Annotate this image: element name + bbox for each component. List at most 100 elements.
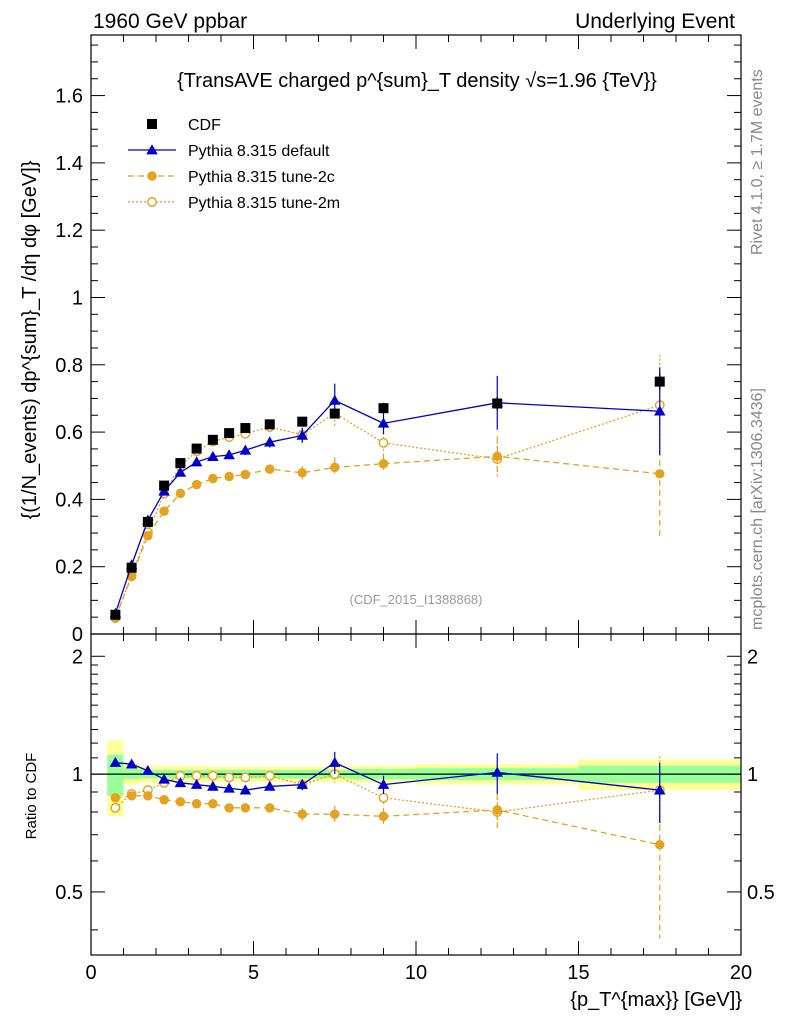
marker-square [329,408,340,419]
marker-circle [265,803,275,813]
marker-circle [159,794,169,805]
series-line [114,399,660,614]
marker-square [378,403,389,414]
marker-open-circle [240,772,251,783]
main-ytick-label: 1 [72,287,83,309]
marker-triangle [158,485,170,496]
marker-circle [175,488,186,499]
marker-triangle [239,444,252,455]
marker-open-circle [224,772,235,783]
ratio-ytick-label-right: 2 [747,646,758,668]
watermark: (CDF_2015_I1388868) [350,592,483,607]
ratio-ytick-label: 1 [72,764,83,786]
legend-label: CDF [188,117,221,134]
series-cdf [110,373,665,620]
marker-circle [224,803,234,813]
marker-circle [126,791,137,801]
legend-label: Pythia 8.315 tune-2m [188,195,340,212]
marker-open-circle [191,770,202,781]
marker-triangle [296,429,308,440]
legend-item-0: CDF [147,117,221,134]
series-line [114,773,660,813]
series-pythia-8-315-default [109,751,666,824]
marker-circle [297,809,307,819]
marker-triangle [239,784,252,795]
marker-triangle [190,456,203,467]
ratio-xlabel: {p_T^{max}} [GeV]} [570,989,742,1011]
marker-square [126,562,137,573]
marker-triangle [223,449,235,460]
marker-square [207,434,218,445]
main-ytick-label: 0 [72,624,83,646]
marker-triangle [190,778,203,789]
marker-triangle [491,766,503,777]
marker-circle [175,796,186,807]
ratio-ytick-label: 0.5 [55,882,83,904]
marker-circle [240,469,251,480]
main-panel: {TransAVE charged p^{sum}_T density √s=1… [19,34,742,646]
marker-circle [110,793,121,803]
marker-circle [492,805,502,815]
main-axes: 0 0.2 0.4 0.6 0.8 1 1.2 1.4 1.6 [55,34,742,646]
marker-circle [208,473,218,484]
main-ylabel: {(1/N_events) dp^{sum}_T /dη dφ [GeV]} [19,160,41,519]
ratio-ytick-label: 2 [72,646,83,668]
marker-triangle [207,780,219,791]
ratio-panel: 0.5 0.51 12 20 5 10 15 20 Ratio to CDF {p_T^{ma… [23,633,775,1011]
marker-triangle [174,777,187,788]
marker-triangle [223,782,235,793]
marker-square [110,609,121,620]
mcplots-label: mcplots.cern.ch [arXiv:1306.3436] [749,388,766,630]
marker-triangle [142,764,154,776]
ratio-series-layer [109,751,666,939]
marker-open-circle [110,802,121,813]
marker-square [264,419,275,430]
marker-circle [265,464,275,474]
marker-triangle [654,405,666,416]
marker-triangle [207,450,219,461]
marker-circle [655,839,665,850]
ratio-axes: 0.5 0.51 12 20 5 10 15 20 [55,633,775,984]
marker-square [492,398,503,409]
marker-circle [378,458,389,469]
main-ytick-label: 1.2 [55,220,83,242]
main-ytick-label: 0.8 [55,355,83,377]
marker-triangle [329,756,341,767]
marker-square [142,516,153,527]
marker-open-circle [147,197,157,207]
main-ytick-label: 0.2 [55,557,83,579]
marker-open-circle [378,792,389,803]
marker-circle [143,530,153,541]
marker-square [297,416,308,427]
marker-triangle [125,758,138,769]
main-ytick-label: 1.4 [55,153,83,175]
legend-item-3: Pythia 8.315 tune-2m [128,195,340,212]
ratio-xtick-label: 0 [85,962,96,984]
series-pythia-8-315-tune-2c [110,784,665,939]
marker-square [191,443,202,454]
marker-circle [330,809,340,819]
marker-open-circle [207,770,218,781]
ratio-xtick-label: 5 [248,962,259,984]
main-ytick-label: 0.4 [55,489,83,511]
header-left: 1960 GeV ppbar [93,10,247,33]
marker-circle [224,471,234,482]
marker-triangle [146,144,158,155]
legend-label: Pythia 8.315 tune-2c [188,169,335,186]
ratio-bands-layer [91,740,741,817]
marker-triangle [109,756,122,767]
legend-item-1: Pythia 8.315 default [128,143,330,160]
marker-triangle [264,436,276,447]
marker-circle [330,462,340,473]
marker-square [240,423,251,434]
marker-square [159,480,170,491]
ratio-xtick-label: 20 [730,962,752,984]
marker-circle [297,468,307,478]
legend-item-2: Pythia 8.315 tune-2c [128,169,335,186]
marker-circle [143,791,153,801]
rivet-label: Rivet 4.1.0, ≥ 1.7M events [749,69,766,255]
marker-triangle [377,778,390,789]
ratio-xtick-label: 15 [567,962,589,984]
ratio-ylabel: Ratio to CDF [23,753,40,840]
